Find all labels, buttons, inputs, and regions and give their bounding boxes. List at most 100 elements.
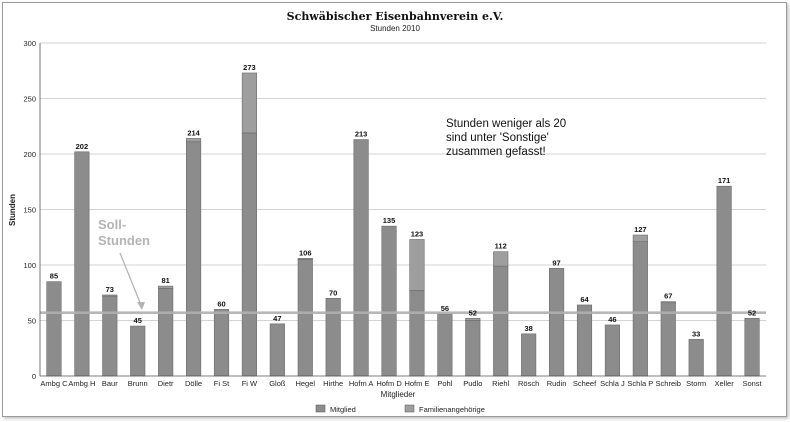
x-tick-label: Hegel: [295, 379, 315, 388]
soll-arrow-head: [137, 302, 145, 310]
bar-mitglied: [576, 304, 593, 377]
annotation-line: Stunden weniger als 20: [446, 118, 566, 130]
x-tick-label: Hofm D: [376, 379, 402, 388]
legend-label-familienangehoerige: Familienangehörige: [419, 405, 485, 414]
data-label: 273: [243, 63, 256, 72]
x-tick-label: Gloß: [269, 379, 286, 388]
y-tick-label: 250: [23, 95, 36, 104]
annotation: Stunden weniger als 20 sind unter 'Sonst…: [446, 118, 566, 158]
bar-mitglied: [716, 185, 732, 377]
x-tick-label: Baur: [102, 379, 118, 388]
data-label: 38: [524, 324, 532, 333]
data-label: 64: [580, 295, 589, 304]
data-label: 70: [329, 288, 337, 297]
y-tick-label: 50: [28, 317, 36, 326]
bar-mitglied: [74, 151, 90, 377]
y-tick-label: 100: [23, 261, 36, 270]
data-label: 135: [383, 216, 396, 225]
data-label: 106: [299, 248, 312, 257]
data-label: 213: [355, 130, 368, 139]
bar-familienangehoerige: [632, 234, 648, 242]
bar-mitglied: [353, 139, 369, 377]
y-tick-label: 300: [23, 39, 36, 48]
soll-stunden-label: Soll- Stunden: [98, 217, 150, 310]
data-label: 52: [748, 308, 756, 317]
bar-mitglied: [437, 313, 453, 377]
x-tick-label: Ambg C: [40, 379, 68, 388]
data-label: 123: [411, 229, 424, 238]
bar-familienangehoerige: [186, 138, 202, 143]
y-axis-label: Stunden: [8, 194, 17, 226]
x-tick-label: Storm: [686, 379, 706, 388]
bar-mitglied: [325, 297, 341, 377]
bar-familienangehoerige: [241, 72, 257, 134]
soll-label-line: Stunden: [98, 233, 150, 248]
legend-swatch-familienangehoerige: [404, 404, 415, 413]
bar-mitglied: [46, 281, 62, 377]
y-tick-label: 200: [23, 150, 36, 159]
x-tick-label: Rudin: [547, 379, 567, 388]
x-tick-label: Hofm E: [404, 379, 429, 388]
x-tick-label: Fi W: [242, 379, 258, 388]
x-tick-label: Hirthe: [323, 379, 343, 388]
x-tick-label: Pohl: [437, 379, 452, 388]
data-label: 52: [469, 308, 477, 317]
bar-mitglied: [186, 141, 202, 377]
bar-familienangehoerige: [465, 317, 481, 321]
y-tick-label: 150: [23, 206, 36, 215]
x-tick-label: Brunn: [128, 379, 148, 388]
data-label: 85: [50, 272, 58, 281]
bar-mitglied: [465, 320, 481, 377]
bar-mitglied: [241, 132, 257, 377]
data-label: 60: [217, 299, 225, 308]
bar-mitglied: [493, 265, 509, 377]
data-label: 127: [634, 225, 647, 234]
x-tick-label: Riehl: [492, 379, 509, 388]
bar-mitglied: [158, 288, 174, 377]
bar-mitglied: [213, 309, 230, 377]
bar-familienangehoerige: [493, 251, 509, 267]
annotation-line: zusammen gefasst!: [446, 146, 546, 158]
x-tick-label: Dölle: [185, 379, 202, 388]
x-axis-label: Mitglieder: [381, 390, 416, 399]
data-label: 73: [106, 285, 114, 294]
bar-mitglied: [744, 317, 760, 377]
bar-mitglied: [688, 339, 704, 377]
x-tick-label: Xeller: [715, 379, 735, 388]
chart-title: Schwäbischer Eisenbahnverein e.V.: [286, 10, 504, 23]
legend: Mitglied Familienangehörige: [315, 404, 485, 414]
bar-familienangehoerige: [409, 239, 425, 291]
bar-familienangehoerige: [102, 294, 118, 297]
bar-mitglied: [130, 325, 146, 377]
bar-mitglied: [632, 241, 648, 377]
bar-familienangehoerige: [660, 301, 676, 304]
data-labels: 85 202 73 45 81 214 60 273 47 106 70 213 135 123 56 52 1…: [50, 63, 756, 338]
data-label: 81: [161, 276, 169, 285]
data-label: 45: [134, 316, 142, 325]
legend-label-mitglied: Mitglied: [330, 405, 356, 414]
bar-mitglied: [269, 323, 285, 377]
data-label: 33: [692, 329, 700, 338]
x-tick-label: Sonst: [742, 379, 762, 388]
bar-familienangehoerige: [297, 258, 313, 260]
data-label: 47: [273, 314, 281, 323]
data-label: 97: [552, 258, 560, 267]
chart-subtitle: Stunden 2010: [370, 24, 420, 33]
soll-label-line: Soll-: [98, 217, 126, 232]
data-label: 46: [608, 315, 616, 324]
data-label: 214: [187, 128, 200, 137]
soll-arrow-shaft: [119, 252, 142, 306]
bar-mitglied: [409, 290, 425, 377]
data-label: 67: [664, 292, 672, 301]
x-tick-label: Ambg H: [68, 379, 95, 388]
bar-familienangehoerige: [158, 285, 174, 289]
data-label: 202: [76, 142, 89, 151]
x-tick-label: Rösch: [518, 379, 539, 388]
data-label: 112: [495, 242, 507, 251]
bar-mitglied: [604, 324, 620, 377]
bars: [40, 72, 766, 377]
bar-mitglied: [381, 225, 397, 377]
x-tick-label: Hofm A: [349, 379, 374, 388]
x-tick-label: Schla P: [627, 379, 653, 388]
